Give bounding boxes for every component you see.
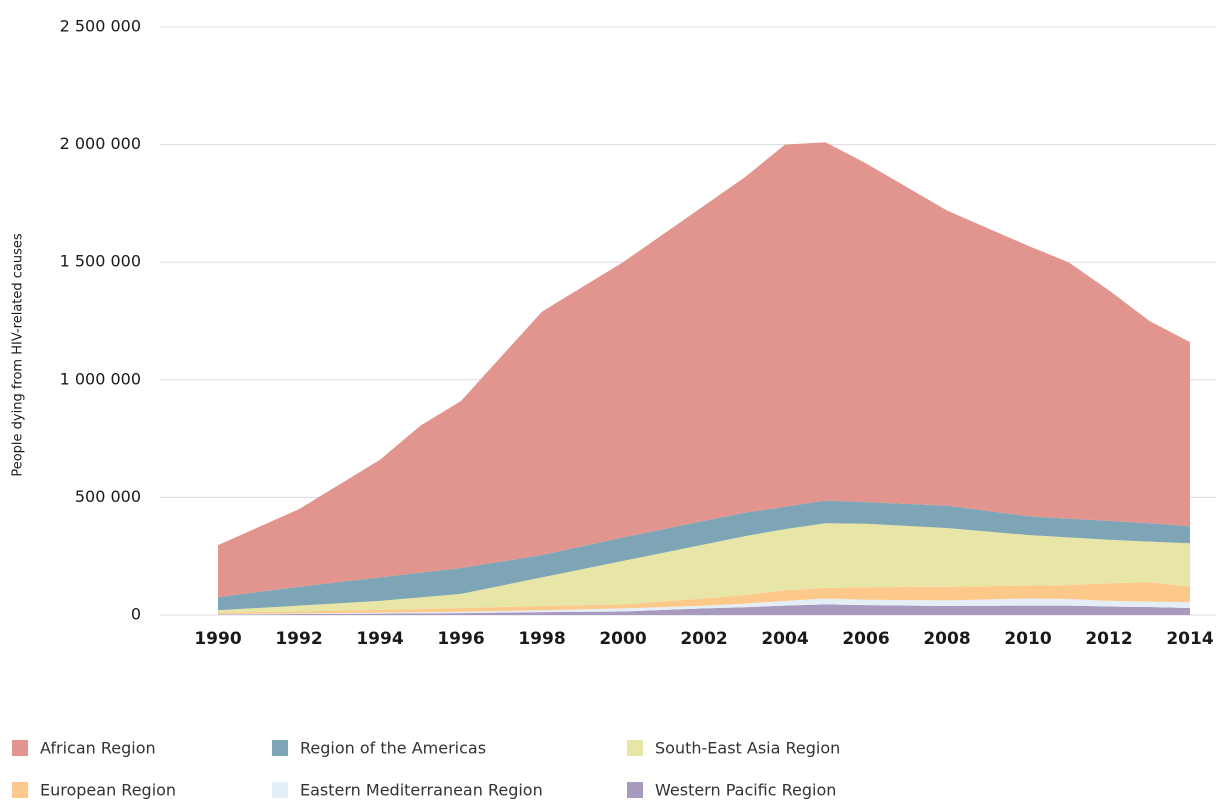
- legend-label: Region of the Americas: [300, 739, 486, 758]
- area: [218, 604, 1190, 615]
- y-tick-label: 500 000: [75, 487, 141, 506]
- legend-swatch: [12, 740, 28, 756]
- legend-label: African Region: [40, 739, 156, 758]
- area: [218, 598, 1190, 615]
- y-tick-label: 1 000 000: [60, 369, 141, 388]
- y-tick-label: 2 000 000: [60, 134, 141, 153]
- legend-swatch: [272, 782, 288, 798]
- legend-swatch: [627, 740, 643, 756]
- x-tick-label: 1992: [275, 629, 322, 649]
- area: [218, 523, 1190, 613]
- legend-label: Eastern Mediterranean Region: [300, 781, 543, 800]
- x-tick-label: 2012: [1085, 629, 1132, 649]
- area: [218, 142, 1190, 598]
- x-tick-label: 2010: [1004, 629, 1051, 649]
- x-tick-label: 1990: [194, 629, 241, 649]
- x-tick-label: 1996: [437, 629, 484, 649]
- y-tick-label: 2 500 000: [60, 17, 141, 36]
- y-tick-label: 1 500 000: [60, 252, 141, 271]
- legend-label: South-East Asia Region: [655, 739, 840, 758]
- x-tick-label: 2014: [1166, 629, 1213, 649]
- x-tick-label: 2006: [842, 629, 889, 649]
- y-axis-label: People dying from HIV-related causes: [11, 233, 26, 477]
- legend-label: Western Pacific Region: [655, 781, 836, 800]
- y-tick-label: 0: [131, 605, 141, 624]
- x-tick-label: 2000: [599, 629, 646, 649]
- legend-swatch: [627, 782, 643, 798]
- legend-swatch: [12, 782, 28, 798]
- x-tick-label: 2002: [680, 629, 727, 649]
- legend-swatch: [272, 740, 288, 756]
- legend-label: European Region: [40, 781, 176, 800]
- x-tick-label: 2008: [923, 629, 970, 649]
- x-tick-label: 1994: [356, 629, 403, 649]
- area: [218, 500, 1190, 611]
- area: [218, 582, 1190, 615]
- x-tick-label: 1998: [518, 629, 565, 649]
- x-tick-label: 2004: [761, 629, 808, 649]
